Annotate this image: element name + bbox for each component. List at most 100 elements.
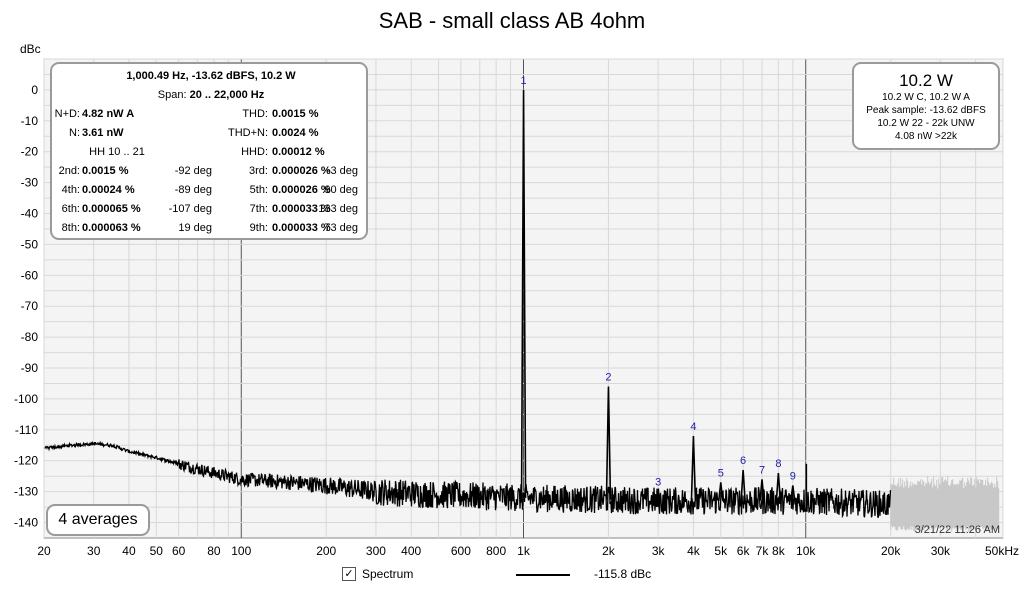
x-tick-label: 1k [517,544,531,558]
harmonic-peak-label: 5 [718,467,724,479]
x-tick-label: 800 [486,544,506,558]
harmonic-phase: 90 deg [324,184,358,196]
harmonic-peak-label: 7 [759,464,765,476]
harmonic-label: 8th: [61,222,80,234]
harmonic-peak [740,469,746,501]
spectrum-trace [44,440,892,519]
harmonic-phase: 73 deg [324,222,358,234]
x-tick-label: 20k [881,544,901,558]
stat-value: 4.82 nW A [82,108,135,120]
harmonic-phase: -107 deg [168,203,212,215]
harmonic-peak [790,485,796,502]
harmonic-label: 3rd: [249,165,268,177]
harmonic-peak [759,479,765,501]
x-tick-label: 10k [796,544,816,558]
y-tick-label: -90 [21,361,39,375]
stat-value: 3.61 nW [82,127,124,139]
harmonic-label: 2nd: [58,165,80,177]
harmonic-value: 0.00024 % [82,184,135,196]
legend-line-swatch [516,574,570,576]
legend-value: -115.8 dBc [594,567,652,581]
stat-label: HHD: [241,146,268,158]
harmonic-phase: 133 deg [318,203,358,215]
y-tick-label: -60 [21,268,39,282]
x-tick-label: 3k [652,544,666,558]
y-tick-label: -130 [14,485,38,499]
x-tick-label: 400 [401,544,421,558]
power-line: 10.2 W 22 - 22k UNW [877,118,975,129]
stat-label: N+D: [54,108,80,120]
power-line: 10.2 W C, 10.2 W A [882,92,970,103]
harmonic-value: 0.000033 % [272,222,331,234]
harmonic-peak-label: 4 [690,421,696,433]
y-tick-label: -110 [15,423,38,437]
harmonic-value: 0.000026 % [272,165,331,177]
stats-panel: 1,000.49 Hz, -13.62 dBFS, 10.2 W Span: 2… [50,62,368,240]
averages-badge: 4 averages [46,504,150,536]
x-tick-label: 7k [756,544,770,558]
x-tick-label: 300 [366,544,386,558]
harmonic-value: 0.000026 % [272,184,331,196]
power-line: 4.08 nW >22k [895,131,957,142]
harmonic-value: 0.000065 % [82,203,141,215]
stat-value: 0.0024 % [272,127,319,139]
stat-value: 0.0015 % [272,108,319,120]
y-tick-label: -40 [21,207,39,221]
ultrasonic-noise-band [890,476,1000,532]
harmonic-phase: 19 deg [178,222,212,234]
x-tick-label: 80 [207,544,221,558]
x-tick-label: 100 [231,544,251,558]
power-line: Peak sample: -13.62 dBFS [866,105,986,116]
stat-label: THD: [242,108,268,120]
x-tick-label: 30 [87,544,101,558]
power-main-value: 10.2 W [899,71,953,90]
x-tick-label: 5k [714,544,728,558]
harmonic-label: 7th: [249,203,268,215]
y-tick-label: -50 [21,237,39,251]
y-tick-label: -100 [14,392,38,406]
harmonic-label: 4th: [61,184,80,196]
harmonic-value: 0.000063 % [82,222,141,234]
y-tick-label: -20 [21,145,39,159]
y-tick-label: -80 [21,330,39,344]
y-tick-label: -10 [21,114,39,128]
harmonic-value: 0.000033 % [272,203,331,215]
stat-label: HH 10 .. 21 [89,146,145,158]
x-tick-label: 6k [737,544,751,558]
stat-value: 0.00012 % [272,146,325,158]
stats-header: 1,000.49 Hz, -13.62 dBFS, 10.2 W [126,70,296,82]
harmonic-peak [775,473,782,501]
harmonic-phase: -92 deg [174,165,212,177]
stats-span: Span: 20 .. 22,000 Hz [52,89,370,101]
y-tick-label: -30 [21,176,39,190]
harmonic-peak-label: 2 [605,372,611,384]
x-tick-label: 50kHz [985,544,1019,558]
x-tick-label: 50 [150,544,164,558]
stat-label: N: [69,127,80,139]
x-tick-label: 60 [172,544,186,558]
harmonic-peak-label: 1 [520,75,526,87]
harmonic-peak-label: 8 [775,458,781,470]
x-tick-label: 4k [687,544,701,558]
legend-label: Spectrum [362,567,414,581]
harmonic-label: 9th: [249,222,268,234]
x-tick-label: 8k [772,544,786,558]
x-tick-label: 600 [451,544,471,558]
x-tick-label: 40 [122,544,136,558]
span-label: Span: [157,89,187,101]
harmonic-peak [690,435,697,501]
y-tick-label: -120 [14,454,38,468]
harmonic-phase: -3 deg [326,165,358,177]
harmonic-label: 5th: [249,184,268,196]
spectrum-checkbox[interactable]: ✓ [342,567,356,581]
harmonic-label: 6th: [61,203,80,215]
timestamp: 3/21/22 11:26 AM [915,524,1000,536]
x-tick-label: 20 [37,544,51,558]
chart-title: SAB - small class AB 4ohm [378,8,646,33]
harmonic-peak-label: 9 [790,470,796,482]
harmonic-peak-label: 3 [655,477,661,489]
y-axis-unit: dBc [20,42,41,56]
span-value: 20 .. 22,000 Hz [189,89,265,101]
harmonic-phase: -89 deg [174,184,212,196]
harmonic-peak-label: 6 [740,455,746,467]
